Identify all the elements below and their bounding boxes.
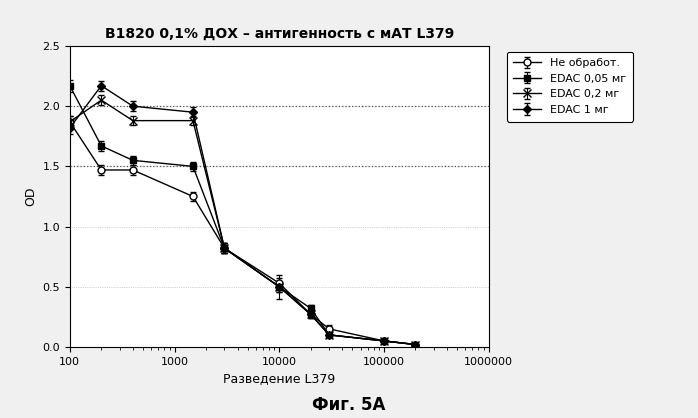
Text: Фиг. 5A: Фиг. 5A [312,396,386,414]
X-axis label: Разведение L379: Разведение L379 [223,372,335,385]
Legend: Не обработ., EDAC 0,05 мг, EDAC 0,2 мг, EDAC 1 мг: Не обработ., EDAC 0,05 мг, EDAC 0,2 мг, … [507,51,633,122]
Title: B1820 0,1% ДОХ – антигенность с мАТ L379: B1820 0,1% ДОХ – антигенность с мАТ L379 [105,27,454,41]
Y-axis label: OD: OD [24,187,37,206]
